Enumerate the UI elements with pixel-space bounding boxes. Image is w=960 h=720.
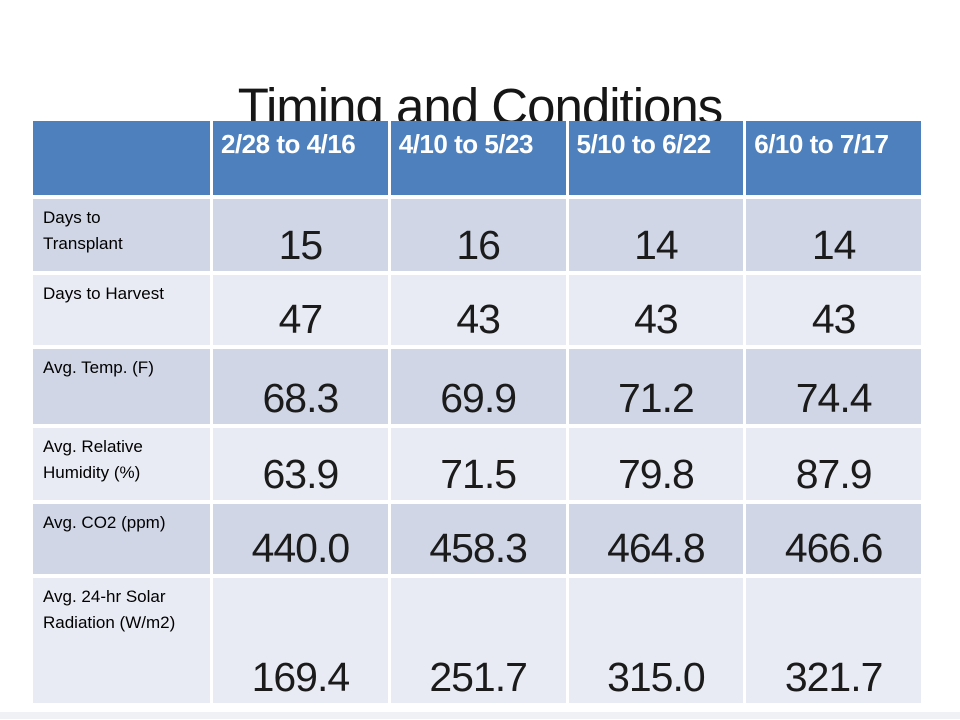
value-cell: 464.8 [568,504,744,574]
table-corner-cell [33,121,210,195]
value-cell: 169.4 [213,578,388,703]
value-cell: 69.9 [390,349,566,424]
value-cell: 440.0 [213,504,388,574]
row-label: Avg. CO2 (ppm) [33,504,210,574]
row-label: Avg. Temp. (F) [33,349,210,424]
value-cell: 43 [746,275,921,345]
value-cell: 68.3 [213,349,388,424]
conditions-table: 2/28 to 4/16 4/10 to 5/23 5/10 to 6/22 6/10… [33,121,921,703]
value-cell: 43 [568,275,744,345]
slide-bottom-edge [0,712,960,719]
row-label: Days to Transplant [33,199,210,271]
value-cell: 14 [746,199,921,271]
value-cell: 458.3 [390,504,566,574]
value-cell: 16 [390,199,566,271]
value-cell: 43 [390,275,566,345]
value-cell: 15 [213,199,388,271]
row-label: Avg. 24-hr Solar Radiation (W/m2) [33,578,210,703]
value-cell: 315.0 [568,578,744,703]
column-header: 5/10 to 6/22 [568,121,744,195]
value-cell: 466.6 [746,504,921,574]
value-cell: 63.9 [213,428,388,500]
value-cell: 321.7 [746,578,921,703]
value-cell: 71.2 [568,349,744,424]
column-header: 4/10 to 5/23 [390,121,566,195]
row-label: Days to Harvest [33,275,210,345]
column-header: 2/28 to 4/16 [213,121,388,195]
value-cell: 47 [213,275,388,345]
row-label: Avg. Relative Humidity (%) [33,428,210,500]
column-header: 6/10 to 7/17 [746,121,921,195]
value-cell: 251.7 [390,578,566,703]
value-cell: 87.9 [746,428,921,500]
value-cell: 79.8 [568,428,744,500]
value-cell: 14 [568,199,744,271]
value-cell: 74.4 [746,349,921,424]
value-cell: 71.5 [390,428,566,500]
